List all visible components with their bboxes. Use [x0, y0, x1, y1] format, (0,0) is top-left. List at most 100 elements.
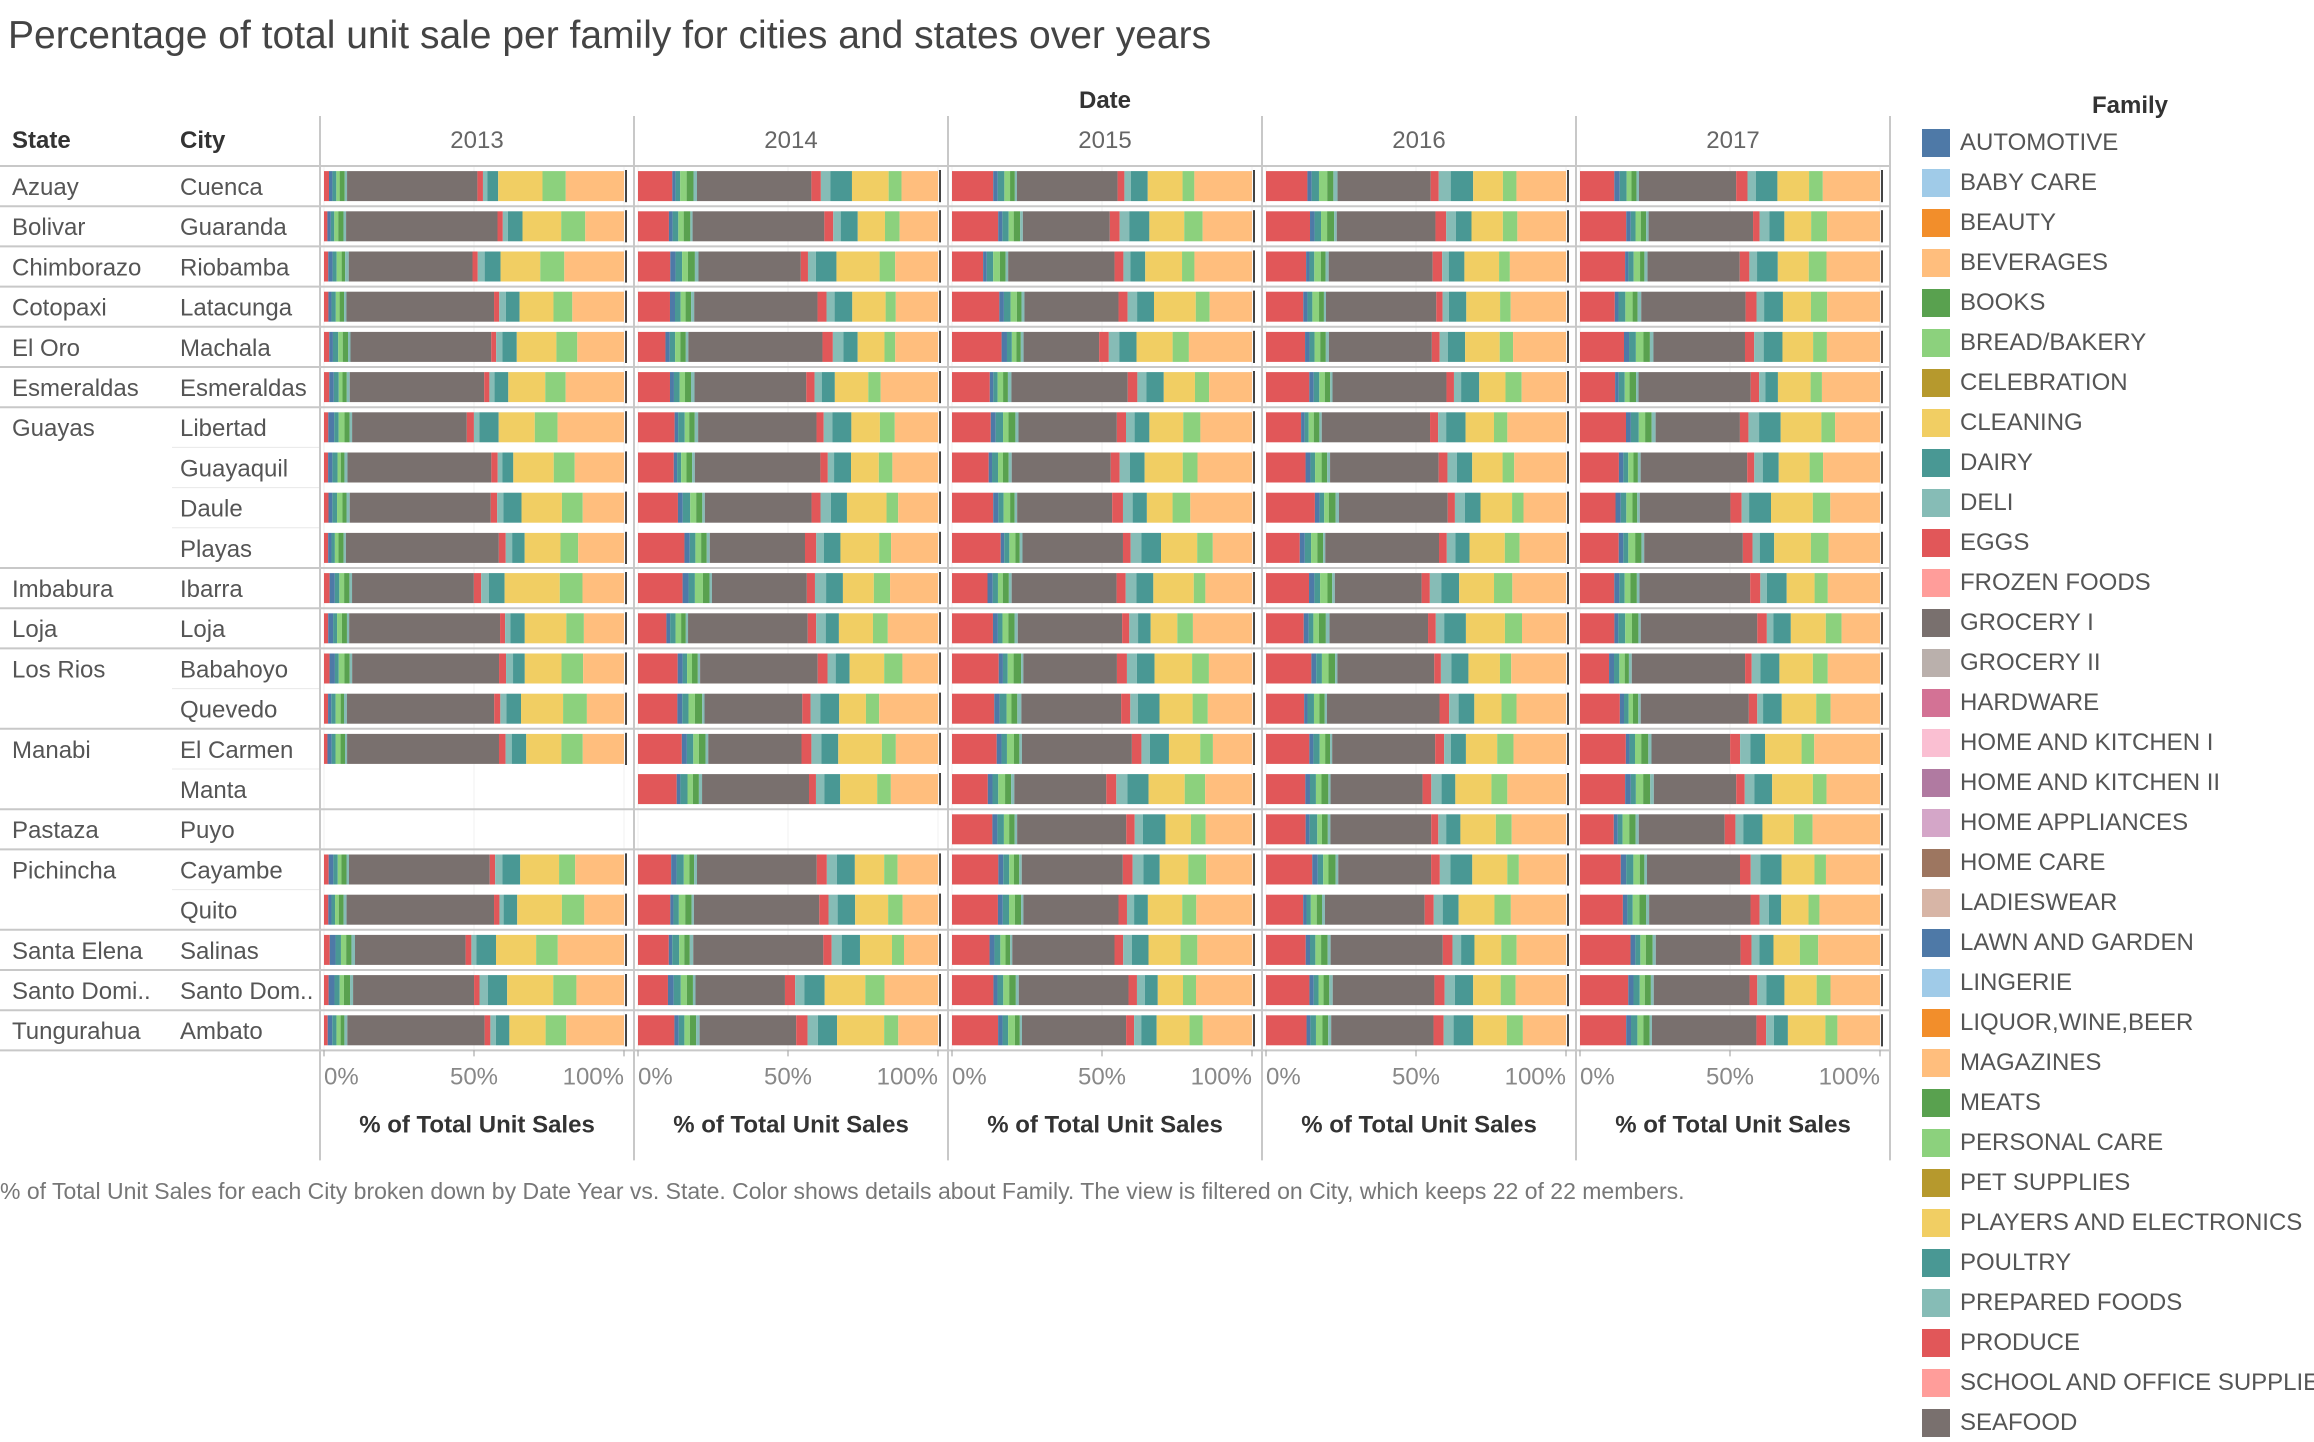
bar-segment-deli: [702, 693, 705, 724]
bar-segment-meats: [1317, 532, 1324, 563]
bar-segment-meats: [1324, 372, 1331, 403]
bar-segment-automotive: [997, 894, 1003, 925]
bar-segment-beverages: [1196, 894, 1252, 925]
bar-segment-personal-care: [566, 613, 584, 644]
legend-item[interactable]: PLAYERS AND ELECTRONICS: [1922, 1208, 2302, 1238]
bar-segment-prepared-foods: [1122, 492, 1133, 523]
bar-segment-bread-bakery: [679, 372, 686, 403]
legend-item[interactable]: FROZEN FOODS: [1922, 568, 2151, 598]
bar-segment-meats: [1323, 975, 1330, 1006]
legend-item[interactable]: DELI: [1922, 488, 2013, 518]
bar-segment-eggs: [489, 854, 496, 885]
bar-segment-meats: [1003, 372, 1008, 403]
bar-segment-beverages: [1194, 171, 1252, 202]
bar-segment-prepared-foods: [500, 693, 507, 724]
bar-segment-dairy: [836, 854, 855, 885]
legend-item[interactable]: CELEBRATION: [1922, 368, 2128, 398]
bar-segment-grocery-i: [1022, 211, 1110, 242]
legend-item[interactable]: PRODUCE: [1922, 1328, 2080, 1358]
bar-segment-automotive: [677, 693, 683, 724]
bar-segment-poultry: [1314, 211, 1322, 242]
bar-segment-meats: [1016, 291, 1022, 322]
bar-segment-deli: [694, 251, 699, 282]
bar-segment-automotive: [1626, 1015, 1632, 1046]
bar-segment-produce: [952, 291, 1000, 322]
bar-segment-grocery-i: [1639, 573, 1751, 604]
legend-item[interactable]: HOME APPLIANCES: [1922, 808, 2188, 838]
bar-segment-produce: [324, 653, 330, 684]
bar-segment-dairy: [1446, 814, 1461, 845]
legend-item[interactable]: PET SUPPLIES: [1922, 1168, 2130, 1198]
legend-item[interactable]: HOME CARE: [1922, 848, 2105, 878]
bar-segment-deli: [1638, 613, 1641, 644]
bar-segment-deli: [1014, 492, 1018, 523]
legend-item[interactable]: BREAD/BAKERY: [1922, 328, 2146, 358]
bar-segment-eggs: [811, 171, 821, 202]
bar-segment-deli: [706, 532, 710, 563]
legend-item[interactable]: BOOKS: [1922, 288, 2045, 318]
bar-segment-deli: [1328, 1015, 1332, 1046]
bar-segment-bread-bakery: [1308, 412, 1314, 443]
bar-segment-deli: [1327, 814, 1331, 845]
legend-item[interactable]: GROCERY I: [1922, 608, 2094, 638]
legend-item[interactable]: DAIRY: [1922, 448, 2033, 478]
bar-segment-eggs: [466, 412, 474, 443]
bar-segment-meats: [1014, 894, 1022, 925]
bar-segment-automotive: [1306, 251, 1310, 282]
bar-segment-produce: [952, 613, 993, 644]
bar-segment-cleaning: [824, 975, 866, 1006]
legend-item[interactable]: LADIESWEAR: [1922, 888, 2117, 918]
bar-segment-eggs: [499, 653, 507, 684]
legend-item[interactable]: LIQUOR,WINE,BEER: [1922, 1008, 2193, 1038]
bar-segment-poultry: [992, 774, 999, 805]
legend: Family AUTOMOTIVE BABY CARE BEAUTY BEVERAGE…: [1922, 0, 2314, 1442]
bar-segment-cleaning: [1458, 894, 1495, 925]
bar-segment-personal-care: [553, 452, 575, 483]
bar-segment-produce: [638, 975, 668, 1006]
bar-segment-poultry: [997, 975, 1004, 1006]
legend-item[interactable]: BEVERAGES: [1922, 248, 2108, 278]
legend-label: EGGS: [1960, 529, 2030, 556]
bar-segment-beverages: [901, 171, 938, 202]
bar-segment-prepared-foods: [807, 251, 816, 282]
legend-item[interactable]: SCHOOL AND OFFICE SUPPLIES: [1922, 1368, 2314, 1398]
bar-segment-deli: [349, 412, 353, 443]
bar-segment-meats: [1005, 934, 1011, 965]
legend-item[interactable]: BEAUTY: [1922, 208, 2056, 238]
legend-item[interactable]: SEAFOOD: [1922, 1408, 2077, 1438]
legend-item[interactable]: GROCERY II: [1922, 648, 2100, 678]
bar-segment-beverages: [1208, 653, 1252, 684]
bar-segment-eggs: [1126, 1015, 1135, 1046]
bar-segment-automotive: [1620, 854, 1627, 885]
legend-item[interactable]: BABY CARE: [1922, 168, 2097, 198]
bar-segment-bread-bakery: [998, 774, 1006, 805]
legend-item[interactable]: HOME AND KITCHEN II: [1922, 768, 2220, 798]
legend-label: PRODUCE: [1960, 1329, 2081, 1356]
bar-segment-personal-care: [884, 854, 898, 885]
legend-item[interactable]: CLEANING: [1922, 408, 2083, 438]
bar-segment-produce: [1580, 573, 1615, 604]
bar-segment-cleaning: [1159, 854, 1189, 885]
legend-item[interactable]: LINGERIE: [1922, 968, 2072, 998]
bar-segment-eggs: [807, 613, 817, 644]
bar-segment-automotive: [996, 733, 1002, 764]
legend-item[interactable]: PERSONAL CARE: [1922, 1128, 2163, 1158]
legend-item[interactable]: HOME AND KITCHEN I: [1922, 728, 2213, 758]
bar-segment-dairy: [1759, 412, 1781, 443]
bar-segment-poultry: [1617, 814, 1623, 845]
legend-item[interactable]: HARDWARE: [1922, 688, 2099, 718]
legend-item[interactable]: POULTRY: [1922, 1248, 2071, 1278]
legend-item[interactable]: MEATS: [1922, 1088, 2041, 1118]
legend-item[interactable]: LAWN AND GARDEN: [1922, 928, 2194, 958]
bar-segment-produce: [324, 733, 328, 764]
legend-item[interactable]: PREPARED FOODS: [1922, 1288, 2182, 1318]
legend-item[interactable]: AUTOMOTIVE: [1922, 128, 2118, 158]
legend-item[interactable]: MAGAZINES: [1922, 1048, 2101, 1078]
bar-segment-beverages: [1515, 975, 1566, 1006]
legend-item[interactable]: EGGS: [1922, 528, 2029, 558]
bar-segment-produce: [952, 854, 999, 885]
bar-segment-dairy: [1754, 774, 1773, 805]
bar-segment-prepared-foods: [1439, 331, 1449, 362]
bar-segment-grocery-i: [711, 573, 807, 604]
bar-segment-meats: [1016, 331, 1021, 362]
